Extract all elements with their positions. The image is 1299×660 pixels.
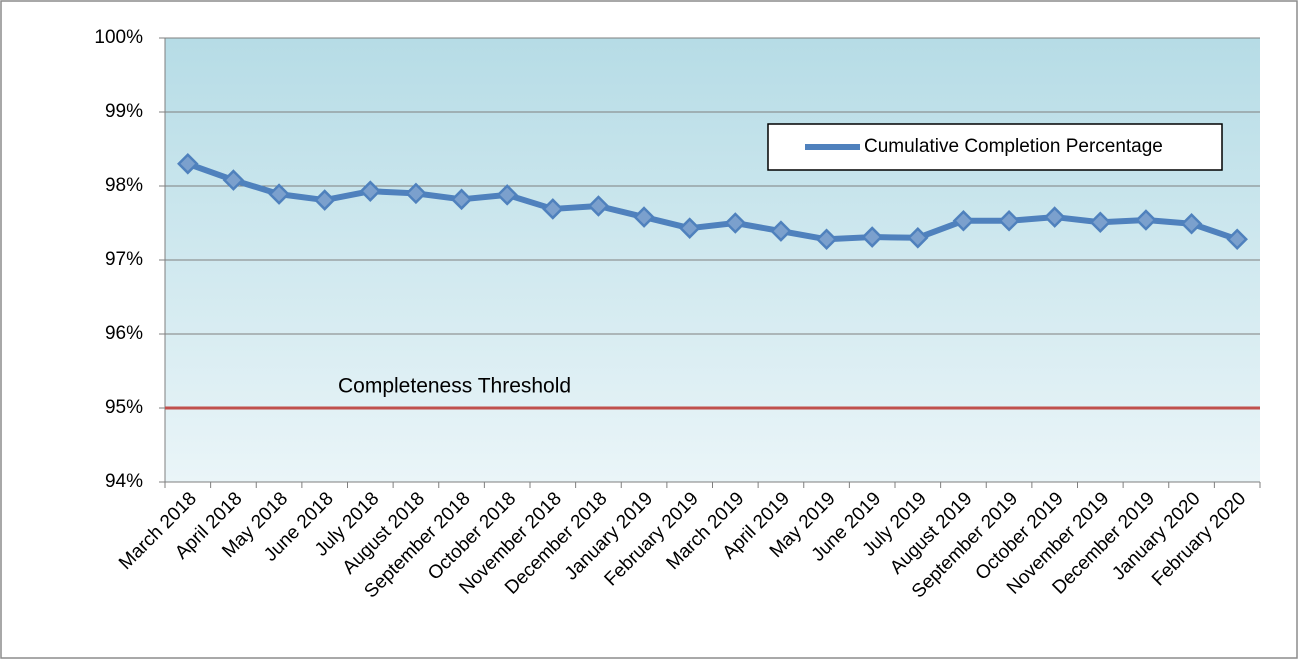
y-tick-label: 97% <box>105 249 143 270</box>
data-point <box>496 184 518 206</box>
y-tick-label: 96% <box>105 323 143 344</box>
y-tick-label: 99% <box>105 101 143 122</box>
data-point <box>907 227 929 249</box>
threshold-label: Completeness Threshold <box>338 375 571 398</box>
data-point <box>1180 212 1203 235</box>
y-tick-label: 94% <box>105 471 143 492</box>
data-point <box>222 169 245 191</box>
legend-label: Cumulative Completion Percentage <box>864 136 1163 157</box>
data-point <box>450 188 473 211</box>
y-tick-label: 95% <box>105 397 143 418</box>
legend: Cumulative Completion Percentage <box>767 123 1223 171</box>
data-point <box>861 226 883 248</box>
data-point <box>1089 211 1112 234</box>
data-point <box>998 210 1020 232</box>
data-point <box>268 183 290 205</box>
data-point <box>724 212 747 234</box>
data-point <box>542 198 564 220</box>
data-point <box>1043 206 1066 228</box>
data-point <box>405 182 427 205</box>
data-point <box>1226 228 1248 251</box>
data-point <box>359 180 382 202</box>
data-point <box>587 195 610 217</box>
data-point <box>678 217 701 239</box>
data-point <box>1135 209 1157 231</box>
data-point <box>313 189 336 211</box>
data-point <box>177 153 199 175</box>
data-point <box>815 228 838 251</box>
data-point <box>770 220 792 242</box>
data-point <box>952 210 975 232</box>
data-point <box>633 206 655 228</box>
y-tick-label: 98% <box>105 175 143 196</box>
y-tick-label: 100% <box>94 27 143 48</box>
